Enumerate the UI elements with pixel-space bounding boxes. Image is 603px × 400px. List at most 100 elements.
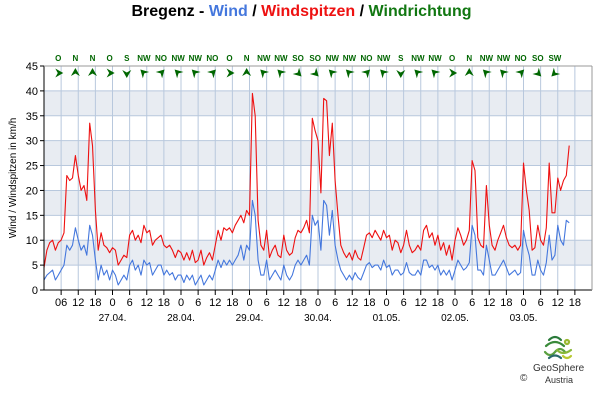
direction-label: NW bbox=[343, 54, 357, 63]
direction-label: N bbox=[73, 54, 79, 63]
direction-marker: NW bbox=[377, 54, 391, 79]
brand-country: Austria bbox=[545, 375, 574, 385]
direction-marker: NW bbox=[343, 54, 357, 79]
direction-marker: NW bbox=[257, 54, 271, 79]
arrow-head bbox=[106, 68, 115, 78]
direction-label: NW bbox=[428, 54, 442, 63]
arrow-head bbox=[55, 68, 64, 78]
x-tick-label: 12 bbox=[72, 297, 84, 309]
x-tick-label: 0 bbox=[246, 297, 252, 309]
direction-marker: N bbox=[242, 54, 252, 76]
geosphere-logo bbox=[543, 335, 573, 360]
arrow-head bbox=[140, 69, 150, 79]
x-tick-label: 18 bbox=[226, 297, 238, 309]
y-tick-label: 5 bbox=[32, 260, 38, 272]
direction-marker: S bbox=[396, 54, 406, 78]
x-tick-label: 6 bbox=[538, 297, 544, 309]
axes bbox=[40, 65, 593, 295]
direction-marker: NW bbox=[497, 54, 511, 79]
direction-label: NW bbox=[189, 54, 203, 63]
direction-arrow-icon bbox=[122, 70, 132, 78]
date-label: 02.05. bbox=[441, 313, 469, 324]
direction-marker: SO bbox=[309, 54, 321, 77]
arrow-head bbox=[328, 69, 338, 79]
arrow-head bbox=[380, 69, 389, 79]
direction-marker: NW bbox=[171, 54, 185, 79]
title-sep-1: - bbox=[194, 3, 209, 20]
arrow-head bbox=[431, 69, 441, 79]
direction-marker: N bbox=[70, 54, 80, 76]
copyright-symbol: © bbox=[520, 373, 528, 384]
direction-marker: NW bbox=[428, 54, 442, 79]
direction-marker: NO bbox=[206, 54, 218, 79]
y-tick-label: 35 bbox=[26, 111, 38, 123]
x-tick-label: 6 bbox=[332, 297, 338, 309]
title-gusts: Windspitzen bbox=[261, 3, 356, 20]
direction-label: S bbox=[398, 54, 404, 63]
direction-arrow-icon bbox=[449, 68, 458, 78]
direction-marker: N bbox=[88, 54, 98, 76]
direction-arrow-icon bbox=[106, 68, 115, 78]
x-tick-label: 12 bbox=[278, 297, 290, 309]
date-label: 03.05. bbox=[510, 313, 538, 324]
direction-marker: O bbox=[449, 54, 458, 78]
arrow-head bbox=[292, 67, 302, 77]
arrow-head bbox=[242, 68, 252, 76]
title-wind: Wind bbox=[208, 3, 248, 20]
direction-label: N bbox=[90, 54, 96, 63]
direction-label: N bbox=[466, 54, 472, 63]
chart-title: Bregenz - Wind / Windspitzen / Windricht… bbox=[0, 0, 603, 22]
date-label: 28.04. bbox=[167, 313, 195, 324]
direction-arrow-icon bbox=[88, 68, 98, 76]
date-label: 29.04. bbox=[236, 313, 264, 324]
x-tick-label: 18 bbox=[158, 297, 170, 309]
direction-marker: NO bbox=[361, 54, 373, 79]
arrow-head bbox=[345, 69, 355, 79]
direction-arrow-icon bbox=[380, 69, 389, 79]
direction-arrow-icon bbox=[55, 68, 64, 78]
direction-arrow-icon bbox=[207, 69, 216, 79]
y-tick-label: 45 bbox=[26, 61, 38, 73]
direction-arrow-icon bbox=[345, 69, 355, 79]
direction-marker: NW bbox=[189, 54, 203, 79]
y-tick-label: 20 bbox=[26, 185, 38, 197]
y-axis-label: Wind / Windspitzen in km/h bbox=[8, 118, 19, 239]
y-tick-label: 30 bbox=[26, 136, 38, 148]
direction-marker: O bbox=[226, 54, 235, 78]
x-tick-label: 18 bbox=[363, 297, 375, 309]
direction-label: SO bbox=[309, 54, 321, 63]
arrow-head bbox=[532, 67, 542, 77]
arrow-head bbox=[414, 69, 424, 79]
x-tick-label: 0 bbox=[315, 297, 321, 309]
arrow-head bbox=[70, 68, 80, 76]
arrow-head bbox=[226, 68, 235, 78]
arrow-head bbox=[174, 69, 184, 79]
y-tick-label: 40 bbox=[26, 86, 38, 98]
direction-marker: S bbox=[122, 54, 132, 78]
x-tick-label: 0 bbox=[383, 297, 389, 309]
x-tick-label: 6 bbox=[469, 297, 475, 309]
direction-arrow-icon bbox=[464, 68, 474, 76]
direction-arrow-icon bbox=[482, 69, 492, 79]
direction-label: NO bbox=[515, 54, 527, 63]
arrow-head bbox=[464, 68, 474, 76]
arrow-head bbox=[88, 68, 98, 76]
direction-marker: NW bbox=[480, 54, 494, 79]
x-tick-label: 12 bbox=[415, 297, 427, 309]
x-tick-label: 12 bbox=[209, 297, 221, 309]
direction-label: O bbox=[449, 54, 455, 63]
y-tick-labels: 0 5 10 15 20 25 30 35 40 45 bbox=[26, 61, 38, 297]
x-tick-label: 18 bbox=[432, 297, 444, 309]
direction-label: NW bbox=[171, 54, 185, 63]
direction-label: NW bbox=[411, 54, 425, 63]
arrow-head bbox=[551, 67, 561, 77]
direction-arrow-icon bbox=[191, 69, 201, 79]
direction-marker: NW bbox=[274, 54, 288, 79]
direction-label: SO bbox=[292, 54, 304, 63]
direction-arrow-icon bbox=[309, 67, 319, 77]
direction-arrow-icon bbox=[431, 69, 441, 79]
direction-label: NW bbox=[497, 54, 511, 63]
direction-label: O bbox=[55, 54, 61, 63]
direction-marker: O bbox=[107, 54, 115, 78]
direction-arrow-icon bbox=[414, 69, 424, 79]
